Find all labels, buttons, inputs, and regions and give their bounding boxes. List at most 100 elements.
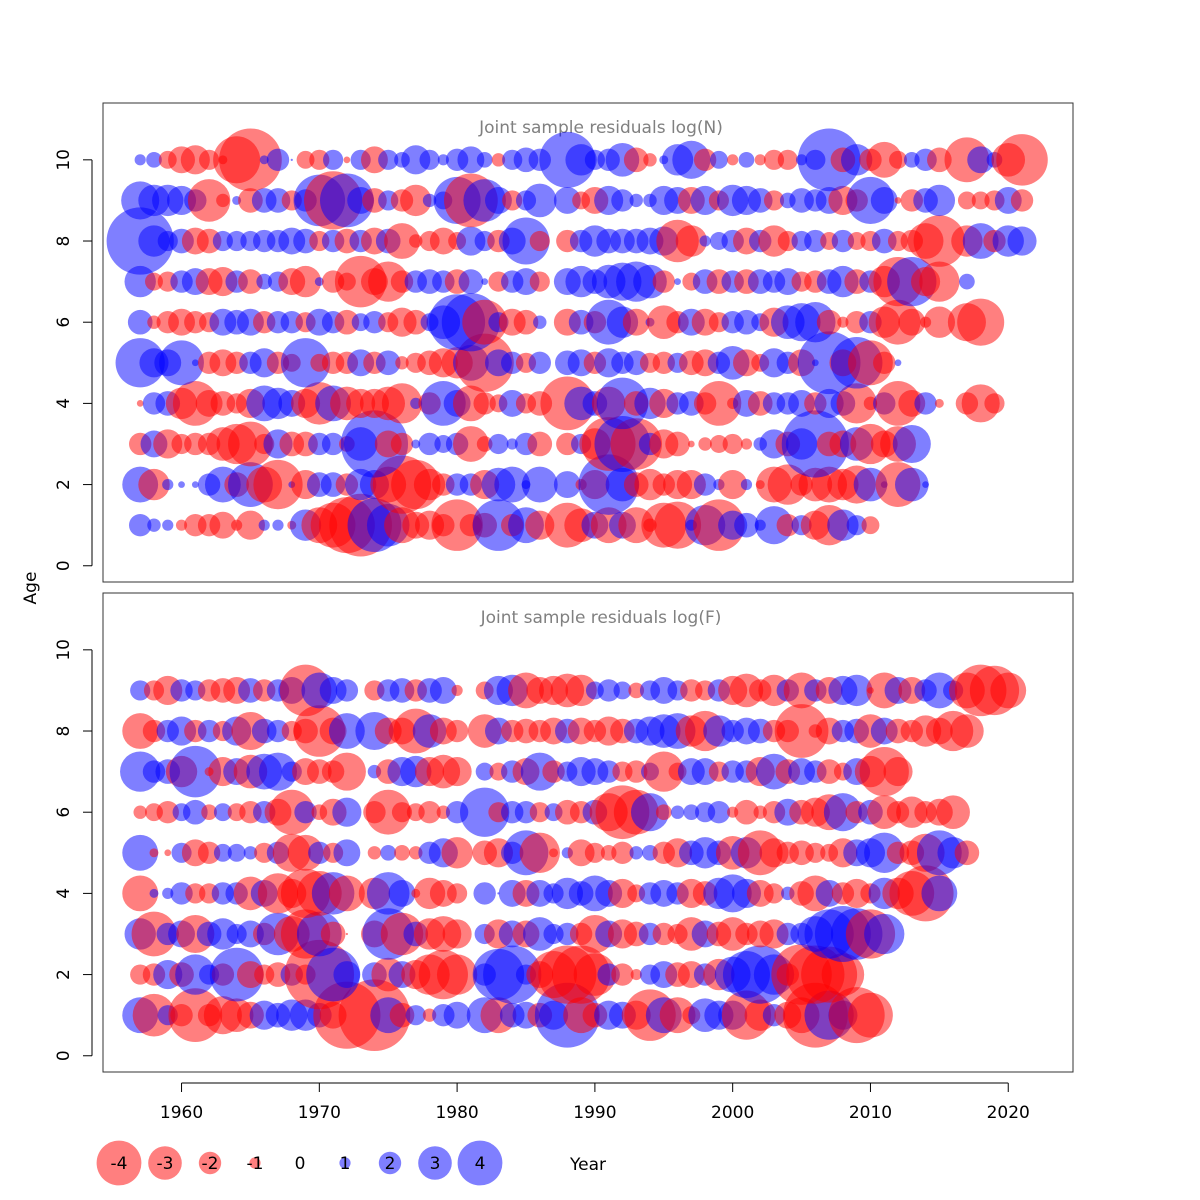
residual-bubble (894, 359, 902, 367)
residual-bubble (156, 801, 179, 824)
residual-bubble (754, 154, 766, 166)
residual-bubble (259, 155, 269, 165)
residual-bubble (722, 433, 743, 455)
legend-label: -3 (157, 1154, 174, 1174)
residual-bubble (290, 158, 293, 161)
size-legend: -4 -3 -2 -1 0 1 2 3 4 (96, 1140, 503, 1186)
residual-bubble (437, 154, 449, 166)
residual-bubble (740, 478, 753, 491)
residual-bubble (821, 953, 865, 996)
residual-bubble (378, 149, 399, 170)
residual-bubble (502, 217, 550, 265)
residual-bubble (388, 879, 416, 907)
residual-bubble (565, 674, 597, 707)
residual-bubble (683, 804, 700, 821)
y-tick-label: 6 (54, 317, 74, 328)
residual-bubble (422, 193, 437, 208)
residual-bubble (655, 804, 672, 821)
residual-bubble (159, 340, 204, 386)
residual-bubble (149, 888, 159, 898)
legend-label: 1 (340, 1154, 351, 1174)
residual-bubble (914, 392, 937, 415)
residual-bubble (451, 684, 463, 697)
x-axis: 1960 1970 1980 1990 2000 2010 2020 (160, 1082, 1030, 1123)
residual-bubble (733, 349, 760, 377)
residual-bubble (527, 431, 553, 457)
residual-bubble (191, 359, 199, 367)
residual-bubble (607, 878, 638, 908)
residual-bubble (136, 400, 144, 407)
residual-bubble (400, 184, 432, 217)
residual-bubble (533, 315, 547, 329)
residual-bubble (309, 149, 330, 170)
residual-bubble (443, 1001, 471, 1029)
residual-bubble (458, 269, 484, 294)
residual-bubble (314, 277, 324, 287)
residual-bubble (306, 947, 360, 1002)
residual-bubble (494, 466, 531, 503)
residual-bubble (460, 787, 510, 837)
residual-bubble (707, 801, 731, 824)
residual-bubble (506, 438, 518, 450)
residual-bubble (892, 424, 931, 464)
legend-label: -2 (202, 1154, 219, 1174)
residual-bubble (954, 840, 980, 866)
residual-bubble (491, 153, 506, 167)
residual-bubble (418, 801, 441, 824)
residual-bubble (996, 134, 1048, 186)
residual-bubble (763, 190, 785, 211)
residual-bubble (131, 911, 177, 957)
residual-bubble (513, 309, 539, 335)
legend-bubble (198, 1151, 222, 1175)
residual-bubble (124, 265, 156, 298)
residual-bubble (472, 499, 525, 551)
residual-bubble (129, 513, 152, 537)
residual-bubble (734, 309, 759, 335)
residual-bubble (409, 234, 423, 248)
residual-bubble (894, 197, 902, 204)
residual-bubble (462, 299, 508, 345)
residual-bubble (216, 193, 230, 208)
residual-bubble (380, 844, 397, 861)
residual-bubble (913, 215, 966, 267)
residual-bubble (328, 713, 365, 749)
residual-bubble (727, 154, 739, 166)
residual-bubble (403, 309, 429, 335)
legend-label: -4 (111, 1154, 128, 1174)
residual-bubble (333, 839, 361, 867)
residual-bubble (698, 437, 712, 451)
y-axis-label: Age (21, 572, 41, 605)
panel-frame (102, 592, 1074, 1073)
residual-bubble (328, 875, 365, 912)
legend-bubble (249, 1157, 261, 1169)
residual-bubble (861, 516, 880, 535)
residual-bubble (709, 435, 728, 453)
residual-bubble (597, 679, 620, 702)
y-tick-label: 6 (54, 807, 74, 818)
residual-bubble (623, 147, 649, 173)
legend-label: 3 (430, 1154, 441, 1174)
residual-bubble (831, 229, 855, 253)
residual-bubble (209, 511, 237, 539)
y-tick-label: 2 (54, 969, 74, 980)
legend-bubble (339, 1157, 351, 1169)
residual-bubble (967, 146, 995, 174)
residual-bubble (950, 714, 984, 748)
residual-bubble (375, 350, 401, 376)
panel-log-f: Joint sample residuals log(F) 0 2 4 6 8 10 (54, 592, 1074, 1073)
y-tick-label: 2 (54, 479, 74, 490)
residual-bubble (122, 875, 159, 912)
x-tick-label: 1990 (573, 1103, 616, 1123)
panel-log-n: Joint sample residuals log(N) 0 2 4 6 8 10 (54, 102, 1074, 583)
residual-bubble (457, 146, 485, 174)
residual-bubble (693, 148, 717, 172)
residual-bubble (429, 676, 457, 704)
residual-bubble (610, 418, 662, 470)
legend-bubble (378, 1151, 402, 1175)
residual-bubble (213, 843, 232, 862)
residual-bubble (253, 459, 303, 510)
residual-bubble (847, 232, 866, 250)
residual-bubble (256, 273, 273, 290)
legend-bubble (96, 1140, 142, 1186)
x-tick-label: 1960 (160, 1103, 203, 1123)
